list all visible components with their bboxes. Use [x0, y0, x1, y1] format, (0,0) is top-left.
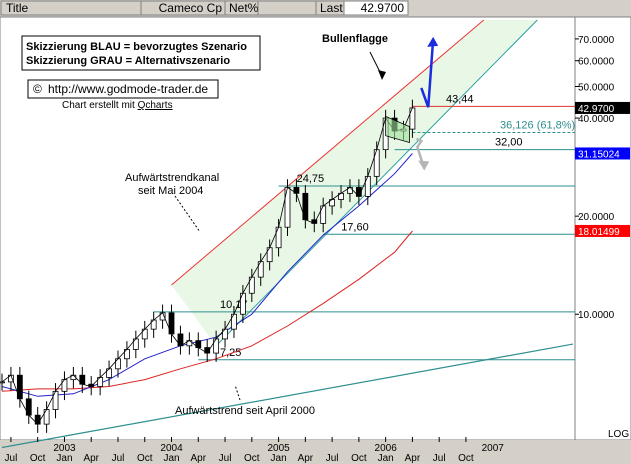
channel-annotation-line1: Aufwärtstrendkanal [125, 172, 219, 184]
level-label-1: 36,126 (61,8%) [500, 119, 575, 131]
log-scale-label: LOG [608, 429, 629, 440]
x-month-label-12: Jul [326, 453, 339, 464]
x-month-label-4: Jul [112, 453, 125, 464]
x-axis: Jul Oct Jan Apr Jul Oct Jan Apr Jul Oct Jan Apr Jul O… [5, 437, 505, 464]
copyright-icon: © [33, 82, 42, 96]
x-month-label-7: Apr [191, 453, 207, 464]
y-tick-label-0: 10.0000 [578, 310, 615, 321]
header-net-label: Net% [229, 1, 259, 15]
y-tick-label-3: 50.0000 [578, 83, 615, 94]
x-year-label-2: 2005 [267, 443, 290, 454]
scenario-sketches [415, 36, 439, 171]
y-tick-label-1: 20.0000 [578, 212, 615, 223]
x-month-label-8: Jul [219, 453, 232, 464]
level-label-2: 32,00 [495, 137, 523, 149]
price-label-1: 31.15024 [578, 149, 620, 160]
y-tick-label-5: 70.0000 [578, 35, 615, 46]
chart-credit: Chart erstellt mit Qcharts [62, 100, 173, 111]
price-label-bg-2 [575, 224, 630, 237]
x-month-label-13: Oct [351, 453, 367, 464]
x-axis-panel [0, 440, 631, 464]
scenario-blue-path [420, 38, 435, 108]
level-label-4: 17,60 [341, 221, 369, 233]
header-symbol-name: Cameco Cp [159, 1, 223, 15]
x-month-label-1: Oct [30, 453, 46, 464]
x-month-label-2: Jan [56, 453, 72, 464]
credit-tool: Qcharts [138, 100, 173, 111]
bull-flag: Bullenflagge [322, 33, 410, 144]
header-title-label: Title [6, 1, 29, 15]
channel-annotation-pointer [174, 195, 201, 233]
x-month-label-6: Jan [163, 453, 179, 464]
price-label-bg-1 [575, 147, 630, 160]
long-term-trendline [1, 343, 574, 449]
x-month-label-3: Apr [83, 453, 99, 464]
price-label-bg-0 [575, 101, 630, 114]
flag-pointer-head [378, 70, 386, 80]
x-month-label-14: Jan [378, 453, 394, 464]
y-tick-label-2: 40.0000 [578, 114, 615, 125]
level-label-6: 7,25 [220, 347, 241, 359]
flag-shape [385, 115, 410, 144]
x-year-label-4: 2007 [482, 443, 505, 454]
header-bar: Title Cameco Cp Net% Last 42.9700 [0, 0, 631, 16]
level-label-3: 24,75 [297, 173, 325, 185]
legend-line-grey: Skizzierung GRAU = Alternativszenario [26, 55, 230, 67]
x-year-label-1: 2004 [160, 443, 183, 454]
long-trend-annotation: Aufwärtstrend seit April 2000 [175, 405, 315, 417]
price-line [1, 107, 413, 425]
scenario-grey-path [415, 137, 426, 169]
legend-box: Skizzierung BLAU = bevorzugtes Szenario … [21, 35, 261, 71]
x-year-label-3: 2006 [375, 443, 398, 454]
x-month-label-0: Jul [5, 453, 18, 464]
x-month-label-11: Apr [298, 453, 314, 464]
scenario-blue-arrowhead [427, 36, 439, 47]
y-axis: 10.0000 20.0000 40.0000 50.0000 60.0000 70.00… [575, 35, 630, 440]
long-trend-line [1, 343, 574, 449]
y-tick-label-4: 60.0000 [578, 57, 615, 68]
source-box: © http://www.godmode-trader.de Chart ers… [27, 79, 219, 111]
x-month-label-5: Oct [137, 453, 153, 464]
header-last-label: Last [320, 1, 343, 15]
legend-line-blue: Skizzierung BLAU = bevorzugtes Szenario [26, 41, 247, 53]
x-month-label-9: Oct [244, 453, 260, 464]
scenario-grey-arrowhead [418, 160, 430, 171]
price-label-2: 18.01499 [578, 227, 620, 238]
x-month-label-17: Oct [458, 453, 474, 464]
credit-prefix: Chart erstellt mit [62, 100, 138, 111]
x-year-label-0: 2003 [53, 443, 76, 454]
source-url[interactable]: http://www.godmode-trader.de [48, 82, 208, 96]
price-series [0, 99, 416, 433]
channel-annotation-line2: seit Mai 2004 [138, 185, 203, 197]
price-label-0: 42.9700 [578, 104, 615, 115]
flag-title: Bullenflagge [322, 33, 388, 45]
header-last-value: 42.9700 [361, 1, 405, 15]
level-label-0: 43,44 [446, 93, 474, 105]
annotations: Aufwärtstrendkanal seit Mai 2004 Aufwärt… [125, 172, 315, 417]
x-month-label-16: Jul [433, 453, 446, 464]
trend-annotation-pointer [234, 384, 241, 401]
x-month-label-10: Jan [271, 453, 287, 464]
x-month-label-15: Apr [405, 453, 421, 464]
